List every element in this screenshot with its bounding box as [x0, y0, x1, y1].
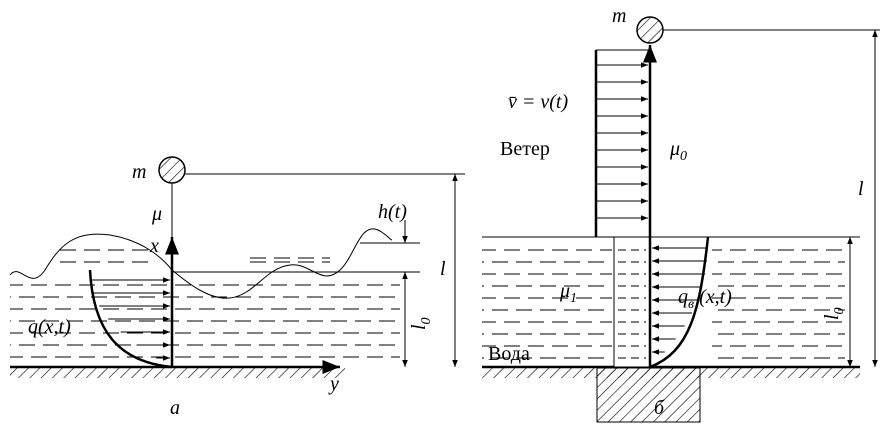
load-profile	[88, 269, 173, 369]
label-h: h(t)	[378, 201, 407, 223]
label-mu0: μ0	[669, 138, 687, 164]
label-y: y	[328, 373, 339, 395]
rest: (x,t)	[694, 286, 732, 308]
base: μ	[669, 138, 680, 160]
base: μ	[559, 280, 570, 302]
ground-hatch	[10, 368, 345, 378]
label-water: Вода	[488, 343, 530, 365]
foundation	[596, 367, 701, 423]
label-mu1: μ1	[559, 280, 577, 306]
base: q	[678, 286, 688, 308]
label-x: x	[149, 235, 159, 257]
panel-b: m v̄ = v(t) Ветер μ0 μ1 qв (x,t) Вода l0…	[482, 5, 880, 423]
mass	[158, 156, 186, 184]
label-l0: l0	[408, 317, 434, 330]
label-mu: μ	[151, 203, 162, 225]
label-q: q(x,t)	[28, 316, 71, 338]
sub: в	[688, 297, 694, 312]
mass	[636, 16, 664, 44]
label-v: v̄ = v(t)	[508, 91, 568, 113]
sub: 0	[419, 317, 434, 324]
sub: 1	[570, 291, 577, 306]
label-l: l	[440, 258, 446, 280]
label-l: l	[858, 178, 864, 200]
wave	[9, 228, 393, 299]
panel-a: m μ x y h(t) l l0 q(x,t) а	[9, 156, 465, 419]
submerged-part	[613, 236, 651, 368]
sub: 0	[832, 307, 847, 314]
caption-a: а	[170, 397, 180, 419]
caption-b: б	[654, 397, 665, 419]
label-m: m	[612, 5, 626, 27]
sub: 0	[680, 149, 687, 164]
label-wind: Ветер	[500, 138, 550, 160]
label-m: m	[132, 161, 146, 183]
base: l	[821, 314, 843, 320]
label-q: qв (x,t)	[678, 286, 732, 312]
base: l	[408, 324, 430, 330]
label-l0: l0	[821, 307, 847, 320]
